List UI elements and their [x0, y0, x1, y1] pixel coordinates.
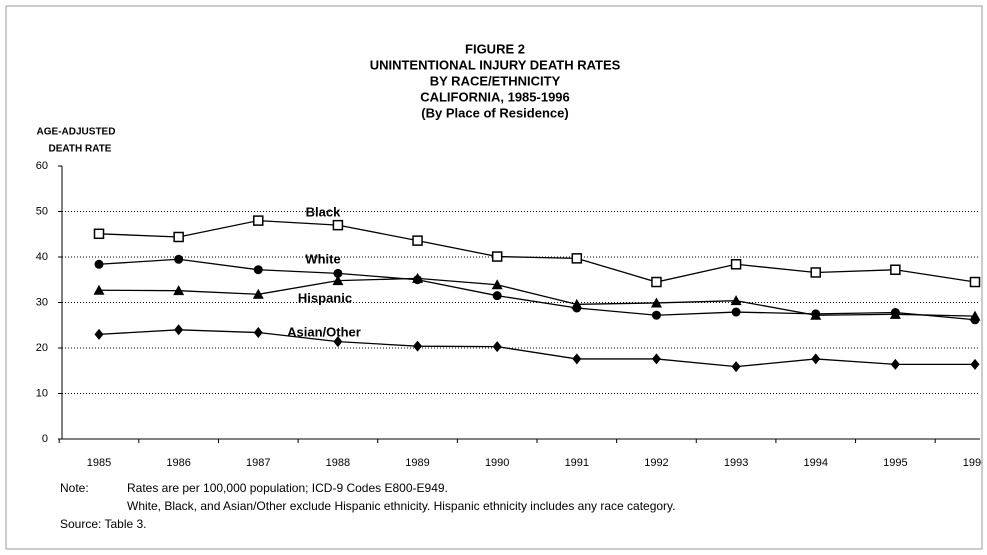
marker	[173, 231, 184, 243]
series-label: Hispanic	[298, 290, 352, 305]
note: Rates are per 100,000 population; ICD-9 …	[127, 481, 448, 495]
x-tick-label: 1986	[166, 457, 190, 469]
x-tick-label: 1993	[724, 457, 748, 469]
marker	[492, 341, 502, 353]
note: Note:	[60, 481, 89, 495]
marker	[571, 253, 583, 264]
series-label: White	[305, 251, 340, 266]
marker	[253, 327, 263, 339]
line	[98, 329, 975, 368]
y-tick-label: 10	[36, 387, 48, 399]
y-tick-label: 40	[36, 251, 48, 263]
x-tick-label: 1990	[485, 457, 509, 469]
marker	[731, 361, 741, 373]
marker	[173, 285, 185, 296]
x-tick-label: 1994	[803, 457, 827, 469]
line	[98, 258, 976, 321]
chart-title: FIGURE 2	[465, 41, 525, 56]
marker	[94, 328, 104, 340]
y-tick-label: 0	[42, 433, 48, 445]
chart-title: CALIFORNIA, 1985-1996	[420, 89, 570, 104]
marker	[651, 353, 661, 365]
marker	[970, 358, 980, 370]
marker	[93, 228, 105, 240]
chart-title: UNINTENTIONAL INJURY DEATH RATES	[370, 57, 621, 72]
marker	[93, 284, 105, 295]
x-tick-label: 1987	[246, 457, 270, 469]
marker	[253, 215, 264, 226]
marker	[969, 276, 981, 288]
marker	[572, 353, 582, 365]
line	[98, 219, 976, 283]
marker	[889, 308, 901, 319]
marker	[333, 268, 343, 278]
y-tick-label: 20	[36, 342, 48, 354]
marker	[730, 259, 742, 270]
series-label: Black	[306, 204, 341, 219]
note: White, Black, and Asian/Other exclude Hi…	[127, 499, 676, 513]
y-axis-label: DEATH RATE	[49, 144, 112, 155]
x-tick-label: 1989	[405, 457, 429, 469]
line	[98, 277, 976, 317]
marker	[332, 219, 344, 231]
series-label: Asian/Other	[287, 324, 361, 339]
marker	[174, 324, 184, 336]
y-tick-label: 30	[36, 296, 48, 308]
x-tick-label: 1996	[963, 457, 987, 469]
y-tick-label: 50	[36, 205, 48, 217]
x-tick-label: 1992	[644, 457, 668, 469]
marker	[890, 264, 901, 275]
marker	[174, 254, 184, 264]
chart-title: (By Place of Residence)	[421, 105, 568, 120]
x-tick-label: 1991	[565, 457, 589, 469]
marker	[969, 310, 981, 321]
marker	[94, 259, 104, 269]
x-tick-label: 1985	[87, 457, 111, 469]
marker	[332, 275, 344, 286]
x-tick-label: 1988	[326, 457, 350, 469]
marker	[650, 297, 662, 308]
marker	[651, 310, 661, 320]
chart-title: BY RACE/ETHNICITY	[430, 73, 561, 88]
marker	[333, 336, 343, 348]
marker	[413, 340, 423, 352]
marker	[810, 267, 821, 278]
marker	[412, 235, 423, 246]
y-tick-label: 60	[36, 160, 48, 172]
y-axis-label: AGE-ADJUSTED	[37, 127, 116, 138]
marker	[890, 358, 900, 370]
marker	[730, 295, 742, 306]
x-tick-label: 1995	[883, 457, 907, 469]
marker	[731, 307, 741, 317]
frame	[5, 5, 983, 550]
marker	[492, 291, 502, 301]
marker	[253, 265, 263, 275]
marker	[252, 288, 264, 299]
marker	[571, 298, 583, 309]
marker	[811, 353, 821, 365]
marker	[491, 279, 503, 290]
marker	[810, 309, 822, 320]
note: Source: Table 3.	[60, 517, 147, 531]
marker	[412, 272, 424, 283]
marker	[491, 251, 503, 262]
marker	[651, 276, 662, 288]
